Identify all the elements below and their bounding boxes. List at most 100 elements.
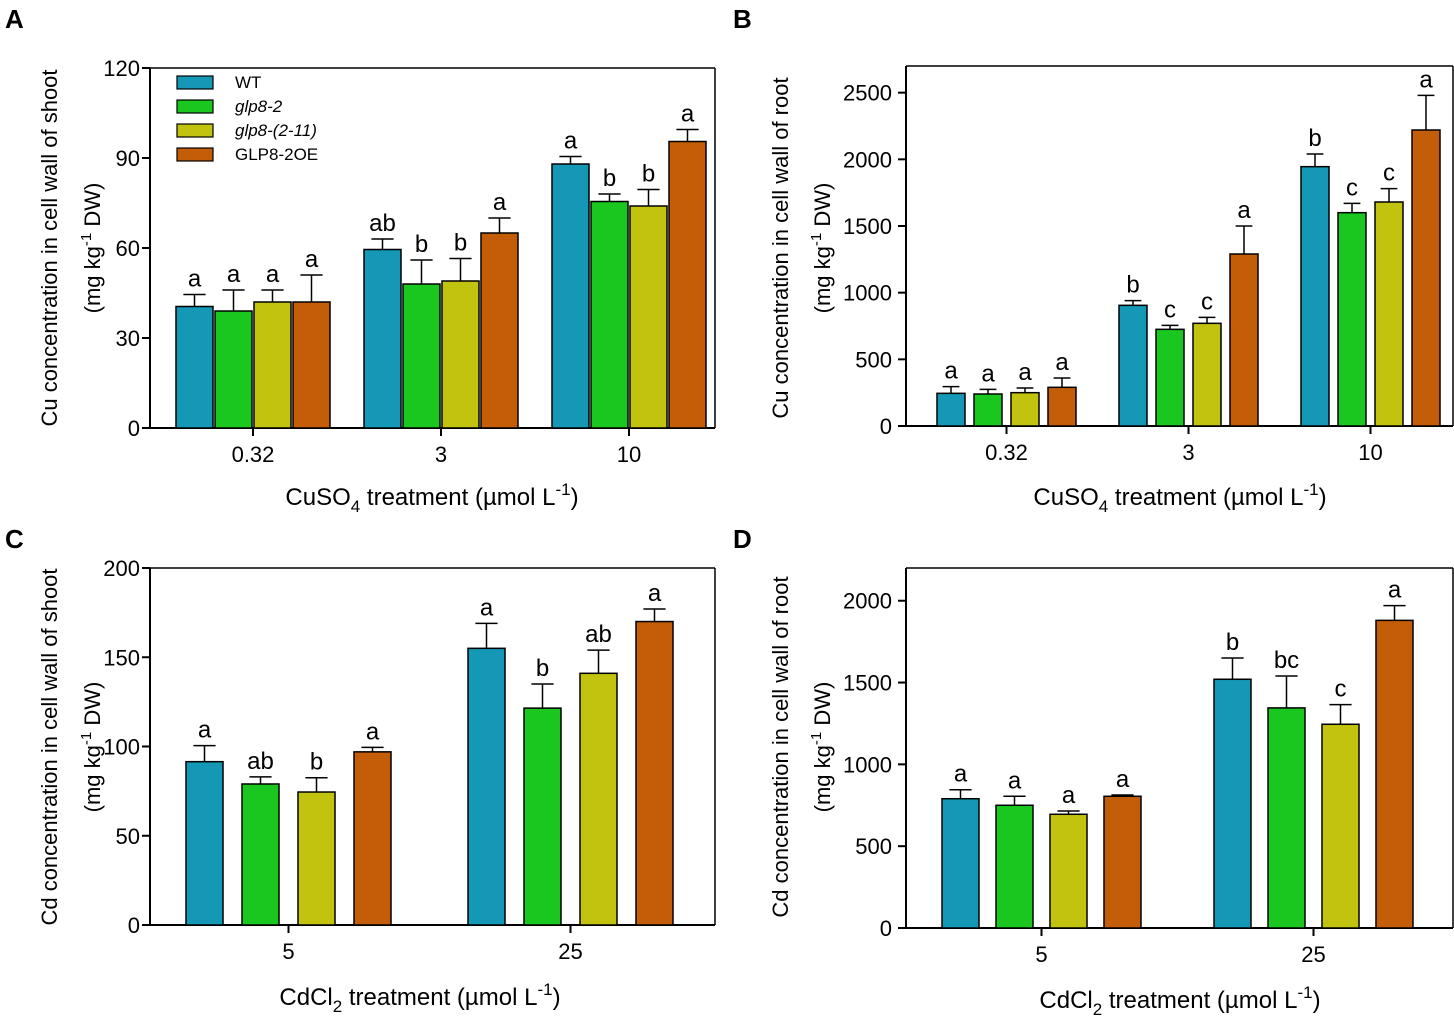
x-label-part: treatment (µmol L bbox=[342, 984, 537, 1011]
bar bbox=[253, 301, 292, 429]
x-label-sup: -1 bbox=[555, 480, 570, 499]
y-label-part: (mg kg bbox=[80, 246, 105, 313]
panel-letter: C bbox=[5, 524, 24, 554]
y-tick-label: 90 bbox=[116, 146, 140, 171]
significance-letter: b bbox=[415, 231, 428, 258]
bar bbox=[175, 305, 214, 429]
y-tick-label: 30 bbox=[116, 326, 140, 351]
legend-swatch bbox=[176, 99, 214, 114]
significance-letter: ab bbox=[369, 210, 396, 237]
significance-letter: a bbox=[366, 718, 380, 745]
significance-letter: a bbox=[1237, 197, 1251, 224]
significance-letter: a bbox=[981, 360, 995, 387]
x-label-sup: -1 bbox=[1297, 983, 1312, 1002]
significance-letter: b bbox=[1126, 272, 1139, 299]
panel-a: A 0 30 60 90 120 Cu concentration in cell wall… bbox=[5, 4, 716, 516]
y-label-sup: -1 bbox=[78, 732, 95, 745]
x-axis-label: CdCl2 treatment (µmol L-1) bbox=[1039, 983, 1320, 1017]
bar bbox=[1118, 304, 1148, 427]
x-axis-label: CuSO4 treatment (µmol L-1) bbox=[285, 480, 578, 516]
bar bbox=[1411, 129, 1441, 427]
bar bbox=[523, 707, 562, 926]
x-tick-label: 25 bbox=[558, 939, 582, 964]
significance-letter: a bbox=[493, 189, 507, 216]
x-label-part: ) bbox=[1313, 987, 1321, 1014]
y-tick-label: 1500 bbox=[843, 214, 892, 239]
y-axis-label: Cd concentration in cell wall of root bbox=[768, 576, 793, 917]
x-tick-label: 10 bbox=[1358, 440, 1382, 465]
bar bbox=[214, 310, 253, 429]
significance-letter: b bbox=[1226, 629, 1239, 656]
y-label-part: DW) bbox=[80, 183, 105, 233]
x-tick-label: 5 bbox=[1035, 942, 1047, 967]
significance-letter: ab bbox=[247, 748, 274, 775]
significance-letter: b bbox=[536, 655, 549, 682]
significance-letter: a bbox=[1116, 766, 1130, 793]
bar bbox=[1155, 328, 1185, 427]
y-axis-label: Cu concentration in cell wall of shoot bbox=[37, 69, 62, 426]
legend-label: WT bbox=[235, 73, 261, 92]
y-axis-label: Cd concentration in cell wall of shoot bbox=[37, 568, 62, 925]
x-label-part: treatment (µmol L bbox=[360, 484, 555, 511]
x-label-part: ) bbox=[571, 484, 579, 511]
y-label-part: DW) bbox=[810, 682, 835, 732]
significance-letter: c bbox=[1346, 174, 1358, 201]
legend-label: GLP8-2OE bbox=[235, 145, 318, 164]
significance-letter: a bbox=[188, 266, 202, 293]
significance-letter: a bbox=[480, 594, 494, 621]
bar bbox=[1229, 253, 1259, 427]
panel-b: B 0 500 1000 1500 2000 2500 Cu concentration in… bbox=[733, 4, 1454, 516]
y-tick-label: 150 bbox=[103, 645, 140, 670]
y-label-part: (mg kg bbox=[80, 745, 105, 812]
y-tick-label: 200 bbox=[103, 556, 140, 581]
x-tick-label: 3 bbox=[435, 442, 447, 467]
significance-letter: b bbox=[603, 165, 616, 192]
significance-letter: a bbox=[944, 358, 958, 385]
bar bbox=[1321, 723, 1360, 929]
bar bbox=[1192, 322, 1222, 427]
significance-letter: a bbox=[1008, 767, 1022, 794]
x-label-part: ) bbox=[553, 984, 561, 1011]
bar bbox=[941, 797, 980, 929]
y-tick-label: 2000 bbox=[843, 147, 892, 172]
x-label-part: ) bbox=[1319, 484, 1327, 511]
significance-letter: a bbox=[227, 261, 241, 288]
y-tick-label: 0 bbox=[128, 913, 140, 938]
bar bbox=[1010, 391, 1040, 427]
bar bbox=[480, 232, 519, 429]
x-label-part: CuSO bbox=[285, 484, 350, 511]
y-tick-label: 2000 bbox=[843, 589, 892, 614]
y-tick-label: 1500 bbox=[843, 671, 892, 696]
x-label-part: CdCl bbox=[1039, 987, 1092, 1014]
significance-letter: ab bbox=[585, 621, 612, 648]
bar bbox=[1375, 619, 1414, 929]
y-axis-label: Cu concentration in cell wall of root bbox=[768, 77, 793, 418]
y-tick-label: 1000 bbox=[843, 752, 892, 777]
x-label-sup: -1 bbox=[537, 980, 552, 999]
bar bbox=[241, 783, 280, 926]
legend: WT glp8-2 glp8-(2-11) GLP8-2OE bbox=[176, 73, 318, 164]
y-tick-label: 500 bbox=[855, 834, 892, 859]
significance-letter: a bbox=[648, 580, 662, 607]
x-label-sub: 2 bbox=[1093, 1000, 1102, 1017]
legend-swatch bbox=[176, 75, 214, 90]
y-tick-label: 1000 bbox=[843, 281, 892, 306]
legend-swatch bbox=[176, 147, 214, 162]
legend-swatch bbox=[176, 123, 214, 138]
x-tick-label: 3 bbox=[1182, 440, 1194, 465]
significance-letter: b bbox=[642, 161, 655, 188]
significance-letter: c bbox=[1335, 676, 1347, 703]
y-label-part: DW) bbox=[80, 682, 105, 732]
y-label-sup: -1 bbox=[808, 732, 825, 745]
significance-letter: a bbox=[266, 261, 280, 288]
bar bbox=[551, 163, 590, 429]
significance-letter: a bbox=[1055, 349, 1069, 376]
y-tick-label: 60 bbox=[116, 236, 140, 261]
bar bbox=[1374, 201, 1404, 427]
x-label-sub: 4 bbox=[1099, 497, 1108, 516]
y-tick-label: 0 bbox=[880, 414, 892, 439]
bar bbox=[635, 620, 674, 926]
significance-letter: a bbox=[564, 128, 578, 155]
y-axis-label-units: (mg kg-1 DW) bbox=[808, 682, 835, 813]
y-label-part: (mg kg bbox=[810, 745, 835, 812]
